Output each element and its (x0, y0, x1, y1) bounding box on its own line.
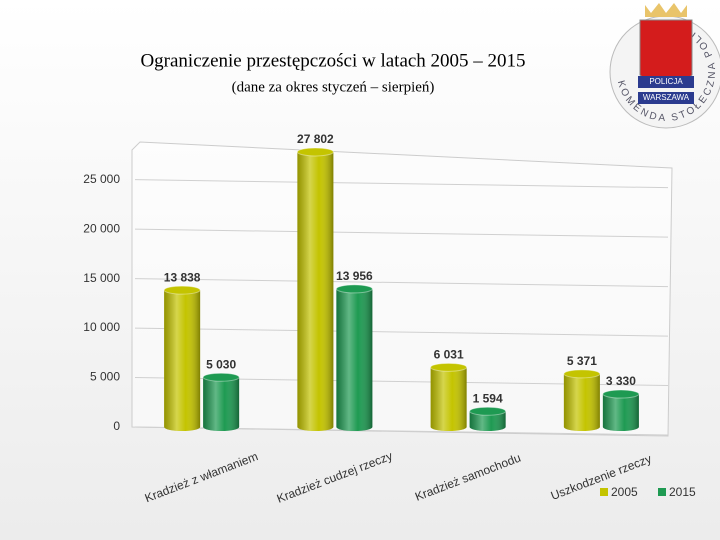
logo-badge-top: POLICJA (649, 77, 683, 86)
legend-label: 2005 (611, 485, 638, 499)
bar-shade (430, 367, 467, 431)
bar-shade (203, 377, 240, 431)
bar-shade (336, 288, 373, 431)
plot-area (131, 141, 673, 437)
value-label: 13 838 (164, 270, 201, 284)
value-label: 5 030 (206, 357, 236, 371)
logo: KOMENDA STOŁECZNA POLICJI POLICJA WARSZA… (609, 3, 720, 129)
chart-subtitle: (dane za okres styczeń – sierpień) (232, 79, 435, 95)
grid-line (134, 179, 669, 189)
legend-swatch (658, 488, 666, 496)
logo-badge-bottom: WARSZAWA (643, 93, 690, 102)
bar-shade (164, 290, 201, 431)
value-label: 6 031 (434, 348, 464, 362)
bar-top (602, 389, 640, 399)
value-label: 5 371 (567, 354, 597, 368)
grid-line (134, 278, 669, 288)
bar-top (335, 284, 373, 294)
bar-shade (602, 394, 639, 431)
bar-shade (469, 411, 506, 431)
value-label: 13 956 (336, 269, 373, 283)
grid-line (134, 228, 669, 238)
grid-line (134, 327, 669, 337)
chart-title: Ograniczenie przestępczości w latach 200… (140, 50, 525, 71)
bar-top (430, 362, 468, 372)
y-tick-label: 10 000 (83, 320, 120, 334)
bar-shade (563, 373, 600, 431)
bar-top (296, 147, 334, 157)
legend-swatch (600, 488, 608, 496)
y-tick-label: 15 000 (83, 271, 120, 285)
bar-shade (297, 151, 334, 431)
value-label: 1 594 (473, 391, 503, 405)
y-tick-label: 20 000 (83, 221, 120, 235)
bar-top (202, 372, 240, 382)
y-tick-label: 25 000 (83, 172, 120, 186)
y-tick-label: 5 000 (90, 370, 120, 384)
value-label: 3 330 (606, 374, 636, 388)
legend-label: 2015 (669, 485, 696, 499)
bar-top (563, 369, 601, 379)
bar-top (163, 285, 201, 295)
bar-top (469, 406, 507, 416)
y-tick-label: 0 (113, 419, 120, 433)
value-label: 27 802 (297, 132, 334, 146)
